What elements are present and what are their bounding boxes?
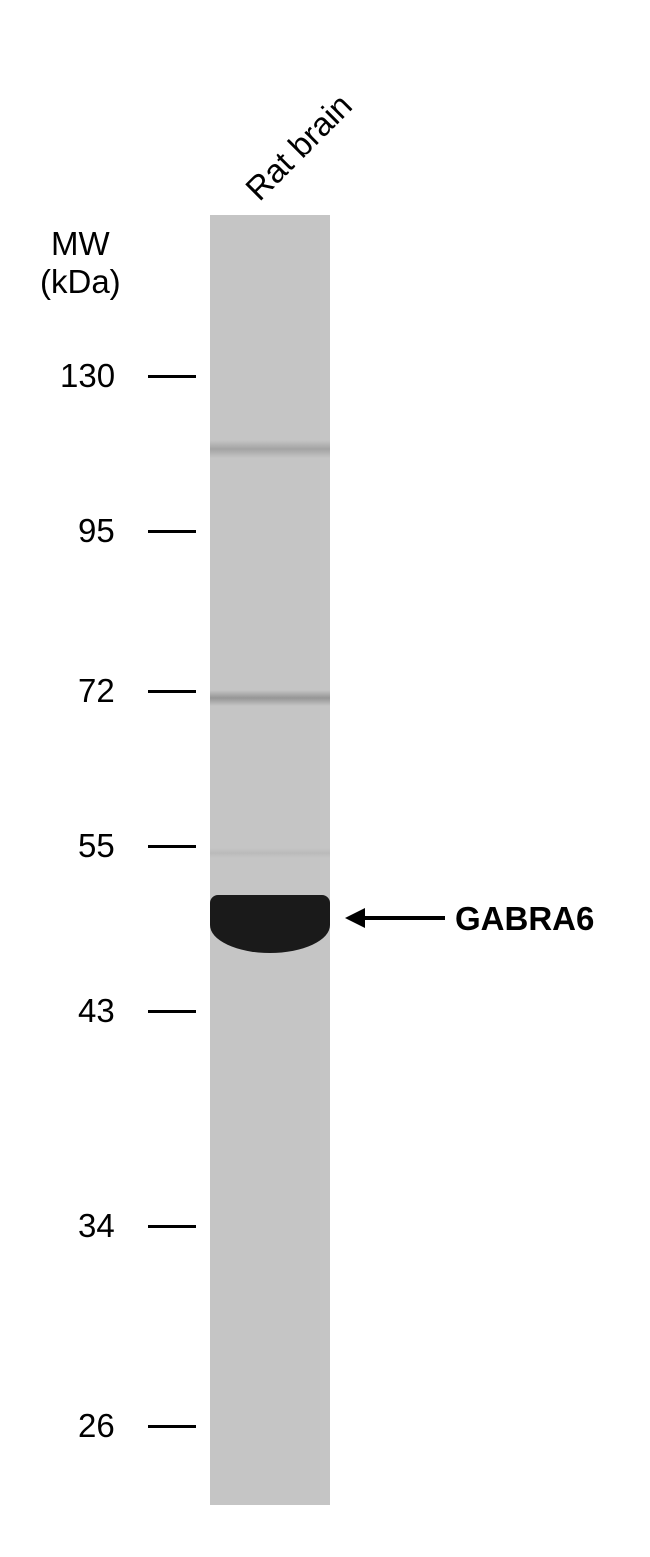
mw-tick-label-95: 95 [78,512,115,550]
mw-text-line1: MW [51,225,110,262]
mw-tick-label-72: 72 [78,672,115,710]
mw-tick-line-26 [148,1425,196,1428]
mw-tick-label-55: 55 [78,827,115,865]
lane-label-rat-brain: Rat brain [238,86,360,208]
band-2 [210,848,330,858]
mw-tick-label-130: 130 [60,357,115,395]
target-band-arrow [345,908,445,928]
mw-tick-line-34 [148,1225,196,1228]
mw-tick-label-26: 26 [78,1407,115,1445]
target-band-label: GABRA6 [455,900,594,938]
mw-header: MW (kDa) [40,225,121,301]
mw-tick-label-34: 34 [78,1207,115,1245]
band-3 [210,895,330,953]
mw-text-line2: (kDa) [40,263,121,300]
mw-tick-line-130 [148,375,196,378]
mw-tick-line-55 [148,845,196,848]
arrow-line [365,916,445,920]
band-0 [210,440,330,458]
blot-lane [210,215,330,1505]
mw-tick-line-72 [148,690,196,693]
mw-tick-line-95 [148,530,196,533]
mw-tick-label-43: 43 [78,992,115,1030]
western-blot-figure: Rat brain MW (kDa) 130 95 72 55 43 34 26 GABRA… [0,0,650,1557]
band-1 [210,690,330,706]
mw-tick-line-43 [148,1010,196,1013]
arrow-head-icon [345,908,365,928]
